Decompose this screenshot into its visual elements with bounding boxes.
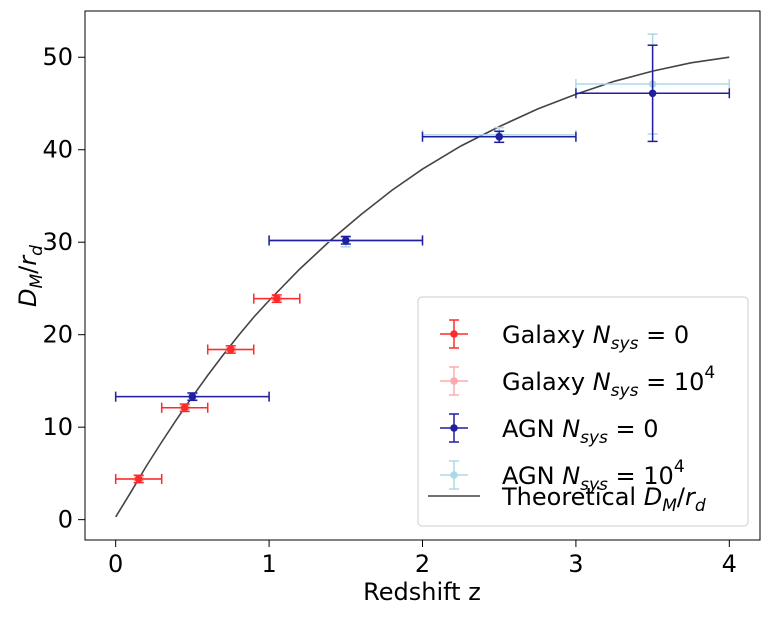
theoretical-curve-layer — [115, 56, 730, 518]
y-label-d: D — [14, 288, 42, 306]
y-tick-label: 20 — [42, 321, 73, 349]
legend-marker — [450, 424, 458, 432]
data-point — [206, 344, 255, 355]
x-tick-label: 0 — [108, 550, 123, 578]
marker — [495, 132, 504, 141]
legend-entry: AGN Nsys = 0 — [440, 413, 659, 448]
x-tick-label: 1 — [261, 550, 276, 578]
legend-label: AGN Nsys = 0 — [502, 415, 659, 448]
legend-label: Theoretical DM/rd — [501, 483, 706, 516]
y-tick-label: 30 — [42, 228, 73, 256]
y-tick-label: 0 — [58, 506, 73, 534]
legend-entry: Galaxy Nsys = 104 — [440, 363, 715, 401]
marker — [648, 89, 657, 98]
marker — [272, 294, 281, 303]
legend-label: Galaxy Nsys = 0 — [502, 321, 689, 354]
legend-entry: AGN Nsys = 104 — [440, 457, 685, 495]
legend-box — [417, 296, 749, 527]
y-axis-title: DM/rd — [14, 245, 47, 307]
theoretical-curve — [115, 56, 730, 518]
data-point — [575, 44, 731, 143]
legend-label: AGN Nsys = 104 — [502, 457, 685, 495]
data-point — [160, 402, 209, 413]
marker — [180, 403, 189, 412]
marker — [226, 345, 235, 354]
x-axis-title: Redshift z — [363, 578, 481, 606]
data-point — [268, 235, 424, 246]
series-0 — [114, 293, 301, 484]
marker — [188, 392, 197, 401]
series-layer — [114, 33, 731, 484]
y-label-sub-m: M — [27, 273, 47, 288]
y-tick-label: 10 — [42, 413, 73, 441]
marker — [134, 475, 143, 483]
y-tick-label: 50 — [42, 43, 73, 71]
legend-entry: Galaxy Nsys = 0 — [440, 319, 689, 354]
svg-text:DM/rd: DM/rd — [14, 245, 47, 307]
legend-marker — [450, 471, 458, 479]
data-point — [114, 391, 270, 402]
series-2 — [114, 44, 731, 402]
legend-marker — [450, 330, 458, 338]
data-point — [114, 473, 163, 484]
y-tick-label: 40 — [42, 136, 73, 164]
legend: Galaxy Nsys = 0 Galaxy Nsys = 104 AGN Nsys… — [417, 296, 749, 527]
legend-label: Galaxy Nsys = 104 — [502, 363, 715, 401]
data-point — [421, 130, 577, 144]
x-tick-label: 4 — [722, 550, 737, 578]
y-label-sub-d: d — [27, 245, 47, 256]
legend-marker — [450, 377, 458, 385]
x-tick-label: 2 — [415, 550, 430, 578]
x-tick-label: 3 — [568, 550, 583, 578]
legend-entry: Theoretical DM/rd — [428, 483, 706, 516]
data-point — [253, 293, 301, 304]
marker — [341, 236, 350, 245]
series-1 — [114, 293, 301, 484]
